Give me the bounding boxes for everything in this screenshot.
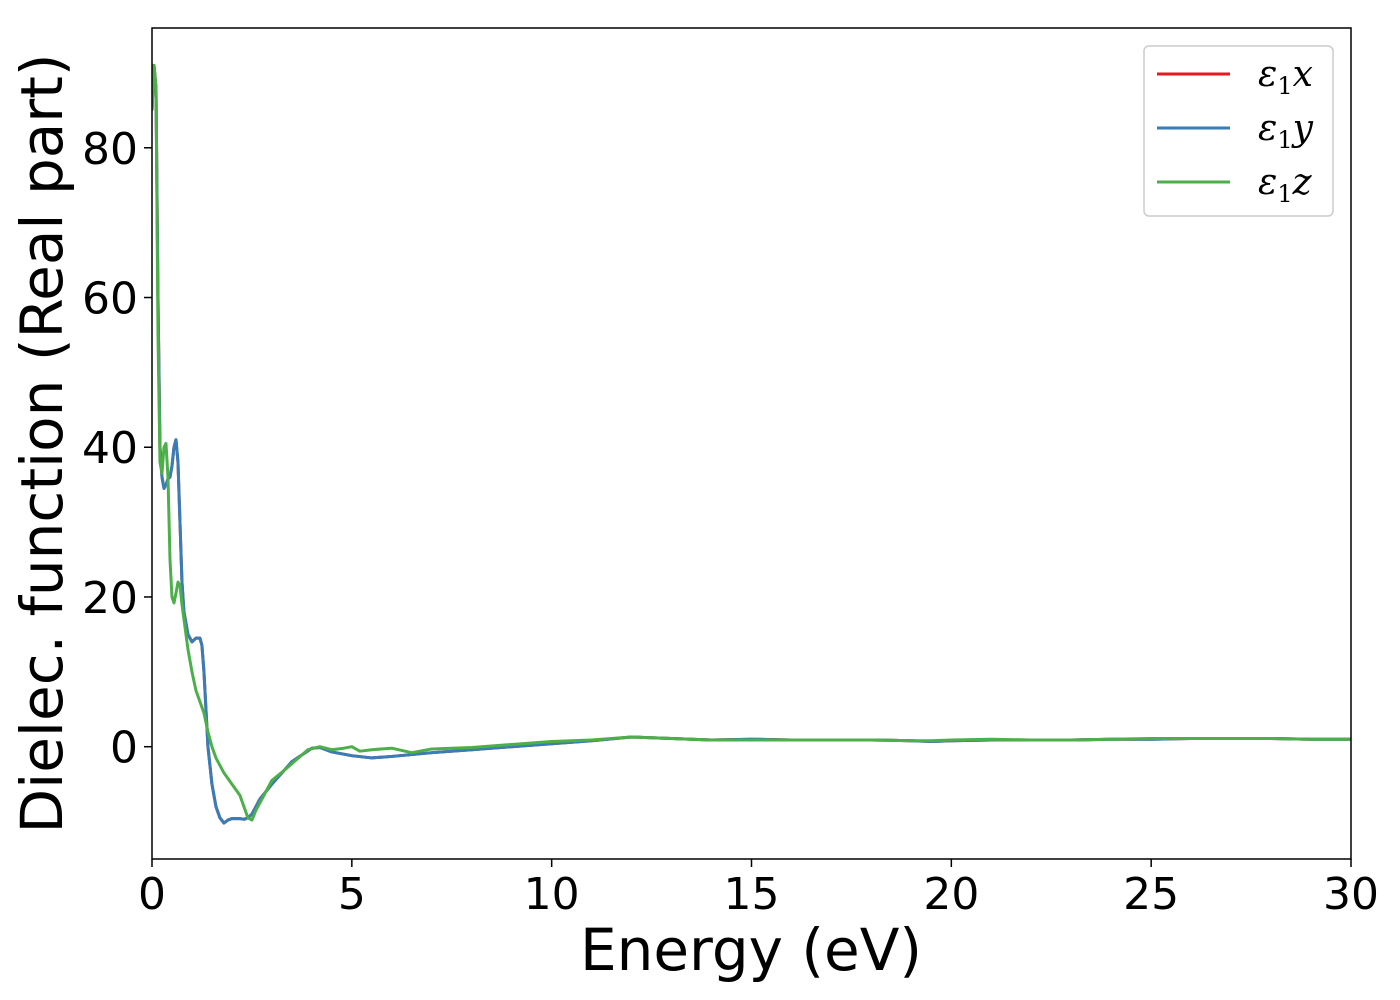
legend-symbol: ε xyxy=(1258,108,1277,149)
legend-subscript: 1 xyxy=(1277,126,1292,154)
y-tick-label: 0 xyxy=(110,723,138,774)
y-tick-label: 60 xyxy=(82,274,138,325)
x-axis-ticks: 0 5 10 15 20 25 30 xyxy=(138,859,1379,920)
legend-symbol: ε xyxy=(1258,162,1277,203)
legend-label-y: ε1y xyxy=(1258,108,1314,154)
legend-subscript: 1 xyxy=(1277,72,1292,100)
series-layer xyxy=(152,63,1351,825)
x-tick-label: 25 xyxy=(1123,869,1179,920)
x-tick-label: 20 xyxy=(923,869,979,920)
legend-label-z: ε1z xyxy=(1258,162,1313,208)
y-tick-label: 40 xyxy=(82,423,138,474)
y-axis-label: Dielec. function (Real part) xyxy=(8,53,76,833)
y-tick-label: 20 xyxy=(82,573,138,624)
x-tick-label: 30 xyxy=(1323,869,1379,920)
x-tick-label: 0 xyxy=(138,869,166,920)
legend-suffix: z xyxy=(1292,162,1313,203)
x-tick-label: 15 xyxy=(724,869,780,920)
y-tick-label: 80 xyxy=(82,124,138,175)
legend-suffix: y xyxy=(1291,108,1314,149)
x-axis-label: Energy (eV) xyxy=(580,916,922,984)
y-axis-ticks: 0 20 40 60 80 xyxy=(82,124,152,774)
legend-label-x: ε1x xyxy=(1258,54,1313,100)
legend-subscript: 1 xyxy=(1277,180,1292,208)
x-tick-label: 10 xyxy=(524,869,580,920)
legend-symbol: ε xyxy=(1258,54,1277,95)
series-line-z xyxy=(152,63,1351,822)
x-tick-label: 5 xyxy=(338,869,366,920)
legend-box xyxy=(1143,45,1334,217)
legend-suffix: x xyxy=(1293,54,1313,95)
